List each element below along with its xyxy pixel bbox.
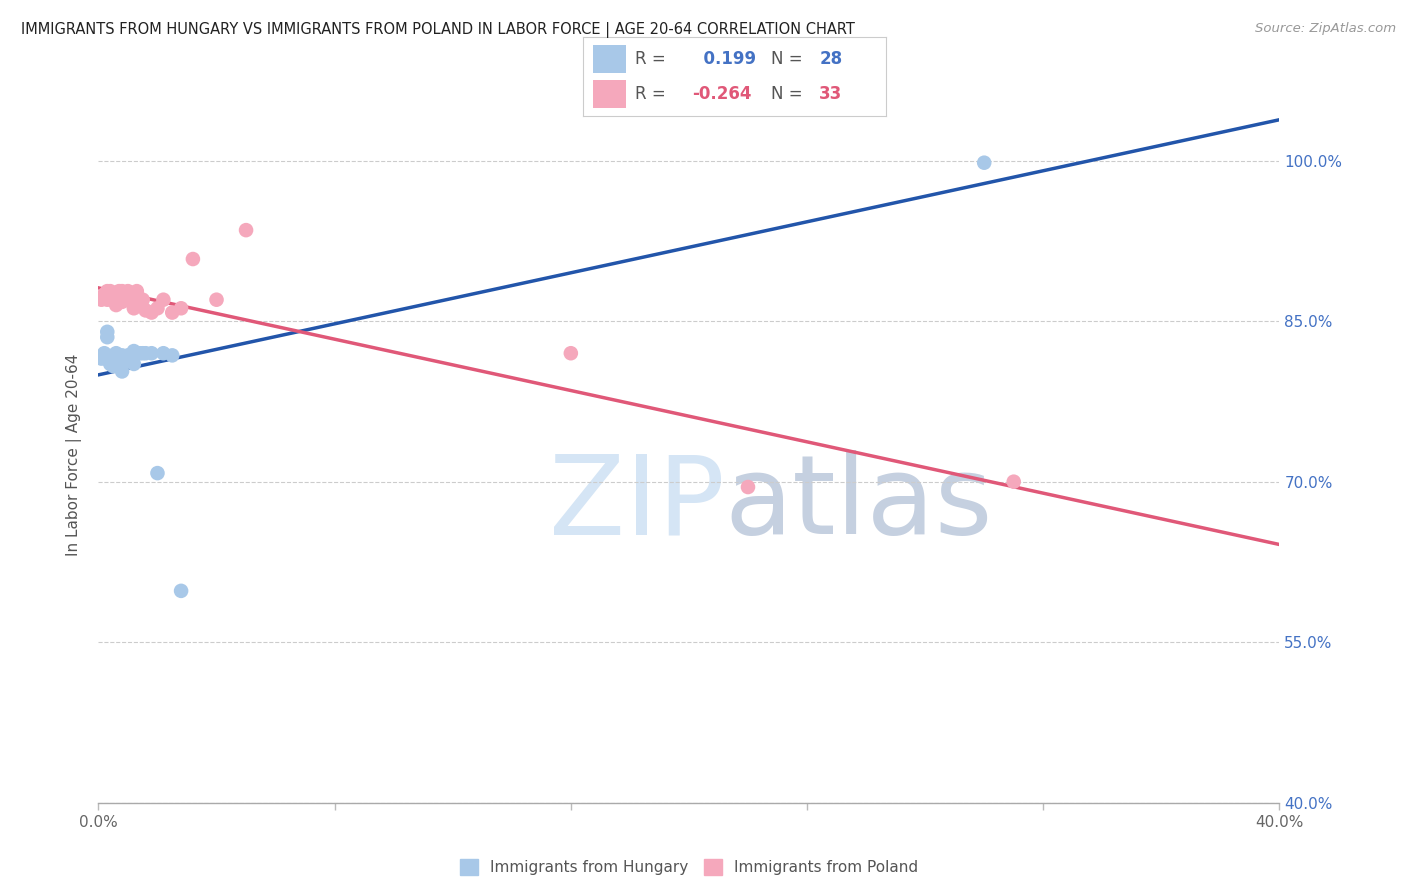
Point bbox=[560, 346, 582, 360]
Point bbox=[114, 355, 136, 369]
Point bbox=[103, 287, 125, 301]
Point bbox=[1002, 475, 1025, 489]
Point bbox=[108, 348, 131, 362]
Y-axis label: In Labor Force | Age 20-64: In Labor Force | Age 20-64 bbox=[66, 354, 83, 556]
Point bbox=[105, 346, 128, 360]
Text: ZIP: ZIP bbox=[548, 450, 724, 558]
Point bbox=[117, 348, 139, 362]
Point bbox=[103, 359, 125, 373]
Point bbox=[93, 346, 115, 360]
Point bbox=[103, 348, 125, 362]
Text: IMMIGRANTS FROM HUNGARY VS IMMIGRANTS FROM POLAND IN LABOR FORCE | AGE 20-64 COR: IMMIGRANTS FROM HUNGARY VS IMMIGRANTS FR… bbox=[21, 22, 855, 38]
Point bbox=[128, 346, 150, 360]
Point bbox=[122, 357, 145, 371]
Point bbox=[162, 305, 183, 319]
Text: 0.199: 0.199 bbox=[692, 50, 756, 68]
Legend: Immigrants from Hungary, Immigrants from Poland: Immigrants from Hungary, Immigrants from… bbox=[460, 859, 918, 875]
Point bbox=[90, 293, 112, 307]
Text: N =: N = bbox=[770, 85, 803, 103]
Point bbox=[152, 293, 174, 307]
Point bbox=[96, 325, 118, 339]
Point bbox=[108, 357, 131, 371]
Point bbox=[90, 351, 112, 366]
Point bbox=[141, 305, 163, 319]
Point bbox=[111, 294, 134, 309]
Point bbox=[96, 330, 118, 344]
Point bbox=[117, 293, 139, 307]
Point bbox=[98, 291, 121, 305]
Point bbox=[146, 301, 169, 316]
Point bbox=[111, 364, 134, 378]
Text: N =: N = bbox=[770, 50, 803, 68]
Point bbox=[181, 252, 204, 266]
Bar bbox=[592, 80, 626, 108]
Point bbox=[170, 583, 193, 598]
Point bbox=[96, 293, 118, 307]
Point bbox=[170, 301, 193, 316]
Point bbox=[235, 223, 257, 237]
Point bbox=[108, 291, 131, 305]
Point bbox=[152, 346, 174, 360]
Point bbox=[125, 284, 148, 298]
Text: R =: R = bbox=[636, 85, 665, 103]
Point bbox=[108, 284, 131, 298]
Point bbox=[96, 284, 118, 298]
Point bbox=[105, 298, 128, 312]
Point bbox=[120, 351, 142, 366]
Point bbox=[120, 293, 142, 307]
Point bbox=[737, 480, 759, 494]
Point bbox=[205, 293, 228, 307]
Point bbox=[93, 287, 115, 301]
Point bbox=[122, 344, 145, 359]
Point bbox=[146, 466, 169, 480]
Point bbox=[105, 355, 128, 369]
Point bbox=[111, 284, 134, 298]
Text: R =: R = bbox=[636, 50, 665, 68]
Point bbox=[132, 346, 155, 360]
Text: -0.264: -0.264 bbox=[692, 85, 752, 103]
Point bbox=[122, 301, 145, 316]
Point bbox=[114, 291, 136, 305]
Point bbox=[98, 284, 121, 298]
Text: atlas: atlas bbox=[724, 450, 993, 558]
Point bbox=[125, 346, 148, 360]
Point bbox=[98, 357, 121, 371]
Point bbox=[141, 346, 163, 360]
Bar bbox=[592, 45, 626, 73]
Point bbox=[132, 293, 155, 307]
Point bbox=[111, 348, 134, 362]
Text: 28: 28 bbox=[820, 50, 842, 68]
Point bbox=[135, 346, 157, 360]
Point bbox=[162, 348, 183, 362]
Point bbox=[135, 303, 157, 318]
Point bbox=[128, 293, 150, 307]
Point bbox=[117, 284, 139, 298]
Text: Source: ZipAtlas.com: Source: ZipAtlas.com bbox=[1256, 22, 1396, 36]
Text: 33: 33 bbox=[820, 85, 842, 103]
Point bbox=[103, 293, 125, 307]
Point bbox=[973, 155, 995, 169]
